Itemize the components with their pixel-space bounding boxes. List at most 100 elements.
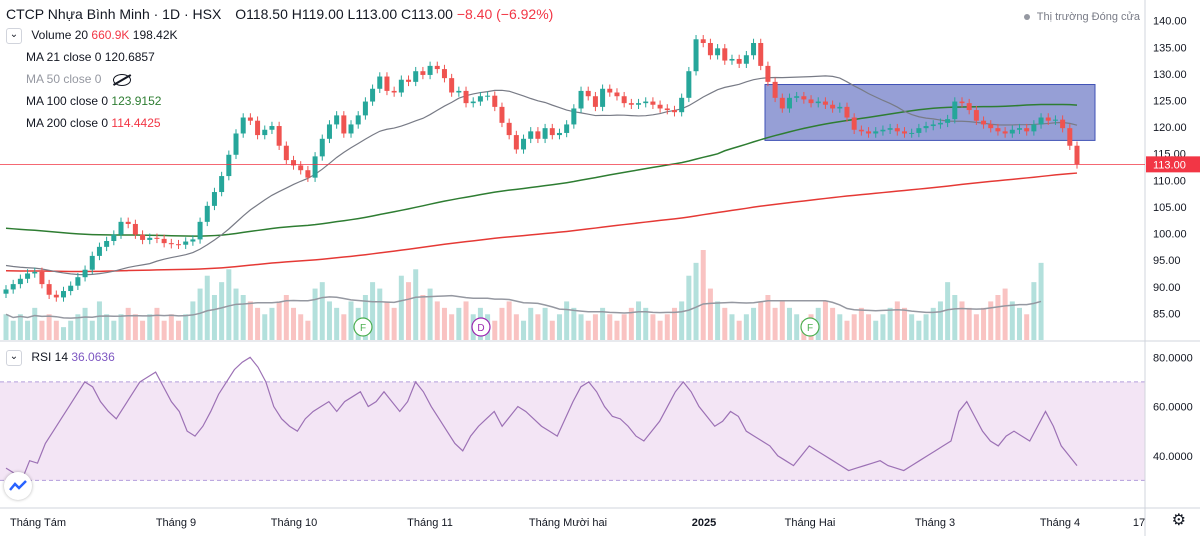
volume-bar bbox=[671, 307, 677, 340]
ma21-line bbox=[5, 75, 1078, 276]
volume-bar bbox=[614, 320, 620, 340]
candle-body bbox=[211, 192, 217, 206]
candle-body bbox=[463, 90, 469, 104]
candle-body bbox=[427, 65, 433, 75]
candle-body bbox=[46, 284, 52, 295]
price-tick-label: 85.00 bbox=[1153, 308, 1181, 320]
candle-body bbox=[916, 128, 922, 133]
price-tick-label: 95.00 bbox=[1153, 255, 1181, 267]
time-tick-label: Tháng Hai bbox=[785, 517, 836, 529]
volume-bar bbox=[995, 295, 1001, 340]
status-dot-icon bbox=[1023, 14, 1030, 21]
volume-bar bbox=[901, 307, 907, 340]
event-marker-badge[interactable] bbox=[800, 317, 820, 337]
candle-body bbox=[866, 131, 872, 134]
volume-bar bbox=[46, 314, 52, 340]
legend-ma21[interactable]: MA 21 close 0 120.6857 bbox=[26, 49, 155, 65]
candle-body bbox=[219, 176, 225, 193]
event-marker-badge[interactable] bbox=[353, 317, 373, 337]
candle-body bbox=[499, 106, 505, 123]
candle-body bbox=[477, 96, 483, 102]
volume-bar bbox=[758, 301, 764, 340]
volume-bar bbox=[75, 314, 81, 340]
volume-bar bbox=[204, 275, 210, 340]
candle-body bbox=[988, 124, 994, 129]
volume-bar bbox=[1002, 288, 1008, 340]
volume-bar bbox=[851, 314, 857, 340]
candle-body bbox=[700, 39, 706, 43]
volume-bar bbox=[283, 295, 289, 340]
legend-ma200[interactable]: MA 200 close 0 114.4425 bbox=[26, 115, 161, 131]
market-status: Thị trường Đóng cửa bbox=[1023, 9, 1140, 25]
ma50-label: MA 50 close 0 bbox=[26, 72, 102, 86]
event-marker-badge[interactable] bbox=[471, 317, 491, 337]
gear-icon[interactable]: ⚙ bbox=[1171, 512, 1186, 529]
tradingview-logo[interactable] bbox=[4, 472, 32, 500]
candle-body bbox=[1067, 128, 1073, 146]
rsi-band bbox=[0, 381, 1145, 481]
volume-bar bbox=[779, 301, 785, 340]
rsi-label: RSI 14 bbox=[31, 350, 69, 364]
candle-body bbox=[406, 79, 412, 82]
legend-volume[interactable]: ⌄ Volume 20 660.9K 198.42K bbox=[6, 27, 178, 44]
legend-ma100[interactable]: MA 100 close 0 123.9152 bbox=[26, 93, 161, 109]
volume-bar bbox=[880, 314, 886, 340]
range-box[interactable] bbox=[764, 84, 1096, 141]
candle-body bbox=[312, 156, 318, 178]
volume-bar bbox=[147, 314, 153, 340]
volume-bar bbox=[643, 307, 649, 340]
candle-body bbox=[765, 65, 771, 82]
candle-body bbox=[240, 117, 246, 134]
candle-body bbox=[276, 126, 282, 146]
volume-bar bbox=[370, 282, 376, 340]
price-tick-label: 120.00 bbox=[1153, 122, 1187, 134]
time-tick-label: Tháng 9 bbox=[156, 517, 196, 529]
volume-bar bbox=[53, 320, 59, 340]
volume-bar bbox=[456, 307, 462, 340]
candle-body bbox=[111, 234, 117, 241]
volume-bar bbox=[219, 282, 225, 340]
volume-bar bbox=[786, 307, 792, 340]
candle-body bbox=[549, 128, 555, 136]
candle-body bbox=[25, 273, 31, 279]
volume-bar bbox=[528, 307, 534, 340]
volume-bar bbox=[937, 301, 943, 340]
volume-bar bbox=[334, 307, 340, 340]
chevron-down-icon[interactable]: ⌄ bbox=[6, 27, 22, 44]
candle-body bbox=[125, 221, 131, 224]
legend-ma50[interactable]: MA 50 close 0 bbox=[26, 71, 131, 87]
volume-bar bbox=[319, 282, 325, 340]
candle-body bbox=[650, 101, 656, 105]
volume-bar bbox=[700, 250, 706, 340]
candle-body bbox=[61, 291, 67, 298]
candle-body bbox=[1009, 129, 1015, 134]
volume-bar bbox=[707, 288, 713, 340]
price-tick-label: 135.00 bbox=[1153, 42, 1187, 54]
candle-body bbox=[1016, 128, 1022, 130]
legend-rsi[interactable]: ⌄ RSI 14 36.0636 bbox=[6, 349, 115, 366]
volume-bar bbox=[564, 301, 570, 340]
volume-bar bbox=[233, 288, 239, 340]
volume-bar bbox=[751, 307, 757, 340]
current-price-label: 113.00 bbox=[1153, 159, 1186, 171]
candle-body bbox=[556, 132, 562, 136]
candle-body bbox=[707, 43, 713, 56]
volume-bar bbox=[111, 320, 117, 340]
candle-body bbox=[190, 239, 196, 242]
candle-body bbox=[96, 246, 102, 256]
volume-bar bbox=[161, 320, 167, 340]
candle-body bbox=[398, 79, 404, 93]
volume-bar bbox=[427, 288, 433, 340]
highlight-rectangle[interactable] bbox=[764, 84, 1096, 141]
volume-bar bbox=[291, 307, 297, 340]
candle-body bbox=[528, 131, 534, 139]
chevron-down-icon[interactable]: ⌄ bbox=[6, 349, 22, 366]
candle-body bbox=[1031, 124, 1037, 132]
volume-bar bbox=[729, 314, 735, 340]
candle-body bbox=[176, 244, 182, 246]
volume-bar bbox=[32, 307, 38, 340]
volume-bar bbox=[844, 320, 850, 340]
hidden-eye-icon[interactable] bbox=[112, 73, 131, 86]
volume-bar bbox=[636, 301, 642, 340]
